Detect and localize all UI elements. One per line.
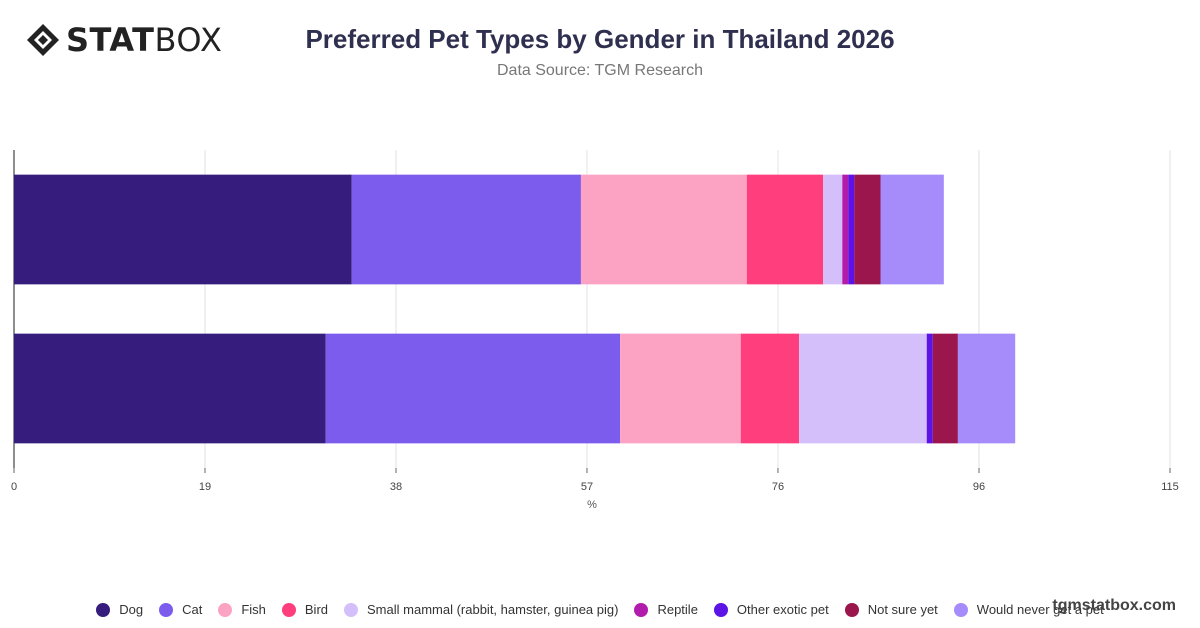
logo-wordmark-light: BOX xyxy=(154,21,223,59)
legend-item[interactable]: Other exotic pet xyxy=(713,602,829,617)
bar-segment[interactable] xyxy=(842,174,849,285)
statbox-logo: STATBOX xyxy=(26,22,222,58)
legend-item[interactable]: Dog xyxy=(96,602,143,617)
bar-segment[interactable] xyxy=(957,333,1016,444)
x-tick-label: 76 xyxy=(772,481,784,493)
legend-label: Would never get a pet xyxy=(976,602,1104,617)
bar-segment[interactable] xyxy=(880,174,944,285)
bar-segment[interactable] xyxy=(854,174,881,285)
watermark: tgmstatbox.com xyxy=(1052,597,1176,614)
logo-wordmark-bold: STAT xyxy=(66,21,155,59)
bar-segment[interactable] xyxy=(926,333,933,444)
legend-label: Dog xyxy=(119,602,144,617)
legend-label: Bird xyxy=(304,602,329,617)
legend-swatch xyxy=(96,602,111,617)
legend-label: Reptile xyxy=(657,602,698,617)
legend: Dog Cat Fish Bird Small mammal (rabbit, hams… xyxy=(0,602,1200,617)
legend-item[interactable]: Fish xyxy=(218,602,266,617)
bar-segment[interactable] xyxy=(325,333,621,444)
bar-segment[interactable] xyxy=(848,174,855,285)
x-tick-label: 19 xyxy=(199,481,211,493)
legend-item[interactable]: Bird xyxy=(281,602,329,617)
chart-title: Preferred Pet Types by Gender in Thailan… xyxy=(305,24,895,54)
logo-wordmark: STATBOX xyxy=(66,22,222,58)
legend-label: Other exotic pet xyxy=(736,602,829,617)
legend-item[interactable]: Cat xyxy=(159,602,202,617)
bars xyxy=(14,174,1016,444)
legend-swatch xyxy=(634,602,649,617)
legend-swatch xyxy=(953,602,968,617)
legend-swatch xyxy=(844,602,859,617)
bar-segment[interactable] xyxy=(351,174,581,285)
diamond-logo-icon xyxy=(27,24,59,56)
legend-item[interactable]: Would never get a pet xyxy=(953,602,1104,617)
bar-segment[interactable] xyxy=(14,333,326,444)
legend-item[interactable]: Not sure yet xyxy=(844,602,938,617)
legend-item[interactable]: Reptile xyxy=(634,602,698,617)
x-tick-label: 57 xyxy=(581,481,593,493)
legend-swatch xyxy=(281,602,296,617)
stacked-bar-chart: 0 19 38 57 76 96 115 % xyxy=(11,150,1179,511)
chart-subtitle: Data Source: TGM Research xyxy=(496,62,703,79)
legend-label: Fish xyxy=(241,602,266,617)
x-tick-label: 0 xyxy=(11,481,17,493)
legend-label: Not sure yet xyxy=(867,602,938,617)
bar-segment[interactable] xyxy=(580,174,747,285)
bar-segment[interactable] xyxy=(620,333,741,444)
bar-segment[interactable] xyxy=(799,333,927,444)
bar-segment[interactable] xyxy=(932,333,958,444)
legend-swatch xyxy=(713,602,728,617)
x-tick-label: 38 xyxy=(390,481,402,493)
bar-segment[interactable] xyxy=(746,174,824,285)
legend-swatch xyxy=(344,602,359,617)
x-tick-label: 115 xyxy=(1161,481,1179,493)
bar-segment[interactable] xyxy=(740,333,800,444)
legend-label: Small mammal (rabbit, hamster, guinea pi… xyxy=(367,602,619,617)
x-axis-ticks: 0 19 38 57 76 96 115 xyxy=(11,468,1179,493)
legend-item[interactable]: Small mammal (rabbit, hamster, guinea pi… xyxy=(344,602,618,617)
legend-label: Cat xyxy=(182,602,203,617)
legend-swatch xyxy=(159,602,174,617)
legend-swatch xyxy=(218,602,233,617)
bar-segment[interactable] xyxy=(14,174,352,285)
x-tick-label: 96 xyxy=(973,481,985,493)
x-axis-label: % xyxy=(587,499,597,511)
bar-segment[interactable] xyxy=(823,174,843,285)
